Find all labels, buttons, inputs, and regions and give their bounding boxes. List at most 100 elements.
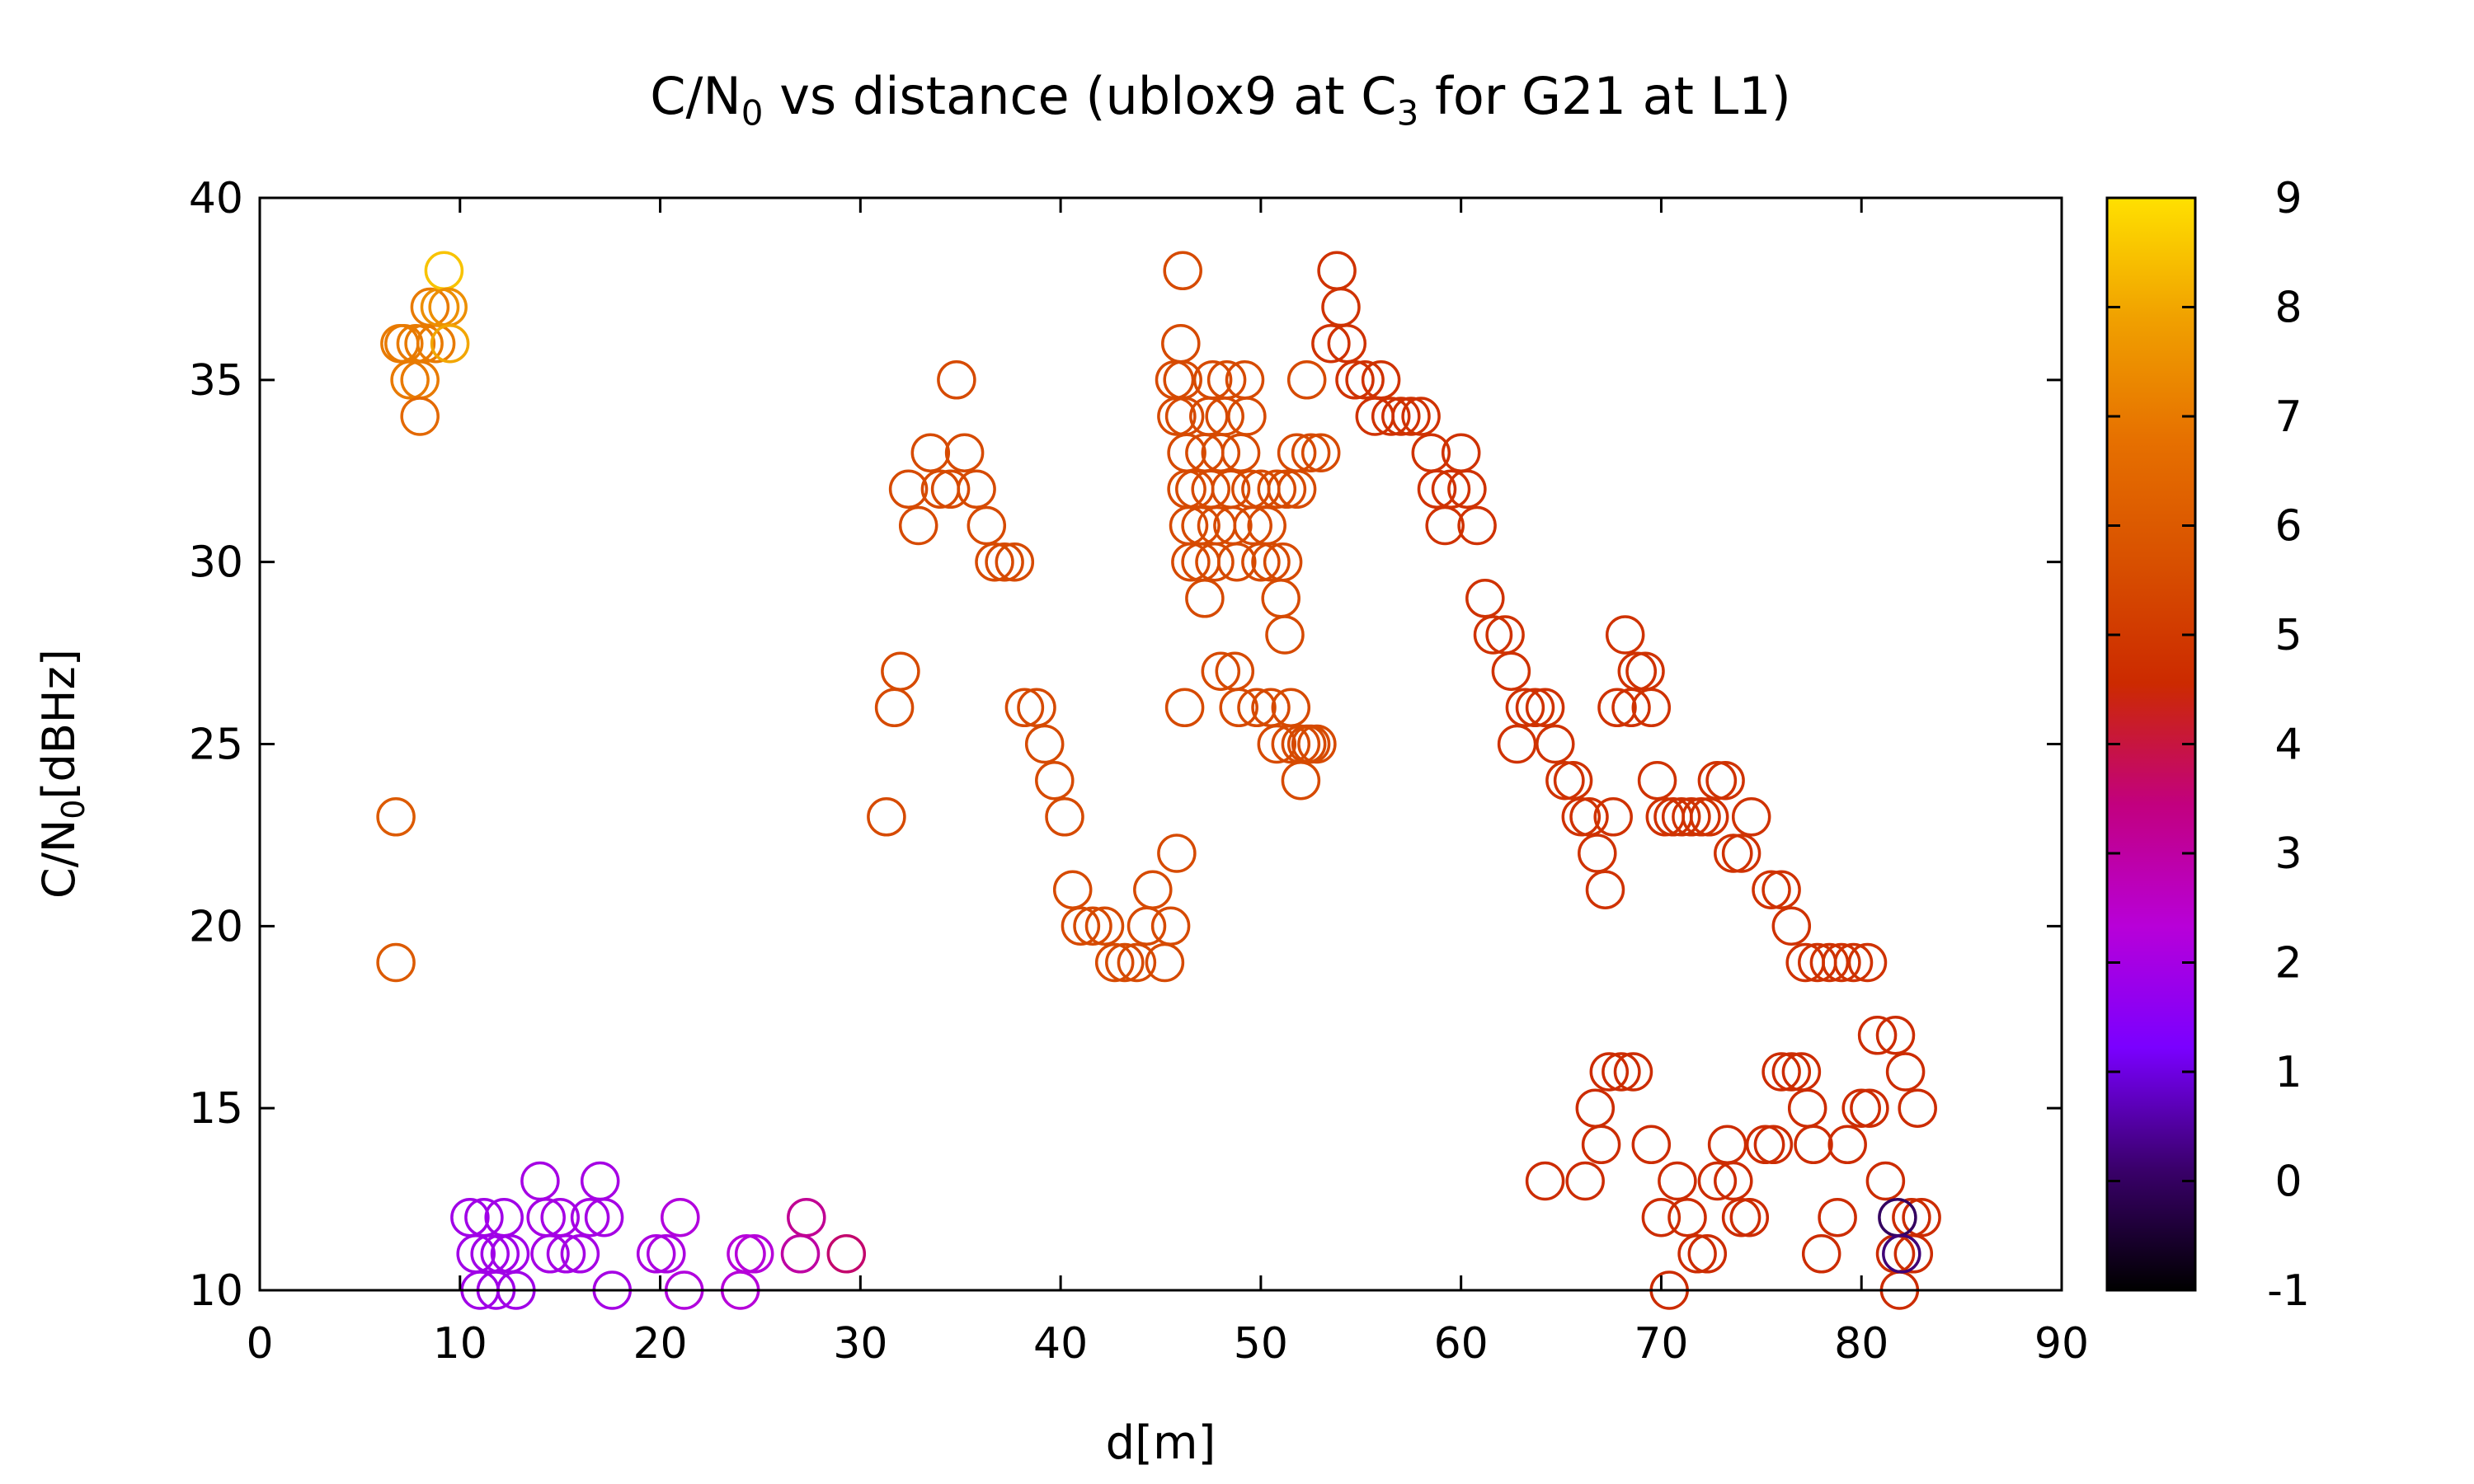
data-point <box>1381 397 1421 436</box>
data-point <box>1192 360 1233 400</box>
data-point <box>1667 1197 1707 1237</box>
data-point <box>1672 797 1711 837</box>
data-point <box>1875 1016 1916 1055</box>
data-point <box>1227 397 1267 436</box>
data-point <box>1233 505 1272 546</box>
data-point <box>1833 942 1874 983</box>
data-point <box>1447 469 1487 510</box>
data-point <box>1661 797 1701 837</box>
x-tick-label: 60 <box>1434 1319 1489 1369</box>
data-point <box>1497 724 1537 764</box>
data-point <box>1157 834 1197 873</box>
data-point <box>1133 870 1173 909</box>
colorbar-tick-label: 3 <box>2274 829 2302 879</box>
data-point <box>1553 760 1593 801</box>
data-point <box>1697 1161 1738 1201</box>
data-point <box>1035 760 1075 801</box>
data-point <box>1818 1197 1857 1237</box>
data-point <box>400 360 440 400</box>
data-point <box>1565 1161 1605 1201</box>
data-point <box>490 1234 530 1274</box>
colorbar-tick-label: 9 <box>2274 174 2302 223</box>
data-point <box>1117 942 1157 983</box>
data-point <box>734 1234 774 1274</box>
data-point <box>1206 360 1247 400</box>
data-point <box>1865 1161 1906 1201</box>
data-point <box>1545 760 1585 801</box>
colorbar-axis: -1 0 1 2 3 4 5 6 7 8 9 <box>2107 174 2310 1316</box>
data-point <box>1401 397 1441 436</box>
data-point <box>1585 870 1625 909</box>
data-point <box>1761 870 1801 909</box>
data-point <box>1575 1088 1616 1128</box>
data-point <box>1345 360 1385 400</box>
data-point <box>1631 1125 1672 1165</box>
data-point <box>1465 579 1505 618</box>
y-tick-label: 15 <box>189 1084 243 1134</box>
data-point <box>1687 1234 1728 1274</box>
data-point <box>826 1234 867 1274</box>
data-point <box>570 1197 610 1237</box>
data-point <box>867 797 906 837</box>
data-point <box>937 360 976 400</box>
data-point <box>1265 615 1305 655</box>
data-point <box>1617 651 1658 691</box>
data-point <box>1745 1125 1785 1165</box>
y-tick-label: 25 <box>189 721 243 770</box>
data-point <box>1681 797 1721 837</box>
plot-area <box>376 251 1941 1310</box>
data-point <box>1822 942 1861 983</box>
data-point <box>1781 1052 1822 1092</box>
data-point <box>1613 1052 1653 1092</box>
x-tick-label: 40 <box>1033 1319 1088 1369</box>
data-point <box>1491 651 1531 691</box>
data-point <box>1271 688 1311 728</box>
data-point <box>1581 1125 1621 1165</box>
data-point <box>944 433 985 472</box>
chart-title: C/N0 vs distance (ublox9 at C3 for G21 a… <box>650 66 1791 134</box>
data-point <box>1335 360 1375 400</box>
data-point <box>1597 688 1637 728</box>
data-point <box>881 651 920 691</box>
data-point <box>1625 651 1665 691</box>
data-point <box>1731 797 1771 837</box>
x-tick-label: 0 <box>246 1319 273 1369</box>
data-point <box>1525 688 1565 728</box>
data-point <box>1257 724 1297 764</box>
data-point <box>1221 433 1261 472</box>
y-tick-label: 35 <box>189 356 243 406</box>
data-point <box>1201 433 1241 472</box>
data-point <box>1631 688 1672 728</box>
data-point <box>1024 724 1065 764</box>
y-tick-label: 20 <box>189 902 243 951</box>
data-point <box>1637 760 1677 801</box>
data-point <box>1602 1052 1641 1092</box>
data-point <box>647 1234 686 1274</box>
plot-frame <box>258 196 2063 1292</box>
data-point <box>1217 542 1257 582</box>
data-point <box>661 1197 700 1237</box>
data-point <box>1017 688 1056 728</box>
data-point <box>1569 797 1609 837</box>
data-point <box>957 469 996 510</box>
data-point <box>1004 688 1045 728</box>
data-point <box>1505 688 1545 728</box>
data-point <box>1473 615 1513 655</box>
data-point <box>930 469 971 510</box>
data-point <box>1771 906 1812 946</box>
data-point <box>1893 1234 1934 1274</box>
data-point <box>580 1161 620 1201</box>
colorbar-tick-label: 0 <box>2274 1158 2302 1207</box>
data-point <box>1721 1197 1761 1237</box>
data-point <box>1267 469 1307 510</box>
y-tick-label: 30 <box>189 538 243 588</box>
data-point <box>1578 834 1617 873</box>
data-point <box>1150 906 1191 946</box>
data-point <box>376 797 416 837</box>
x-tick-label: 80 <box>1834 1319 1888 1369</box>
data-point <box>1457 505 1497 546</box>
data-point <box>1145 942 1185 983</box>
data-point <box>1219 688 1258 728</box>
data-point <box>1361 360 1401 400</box>
